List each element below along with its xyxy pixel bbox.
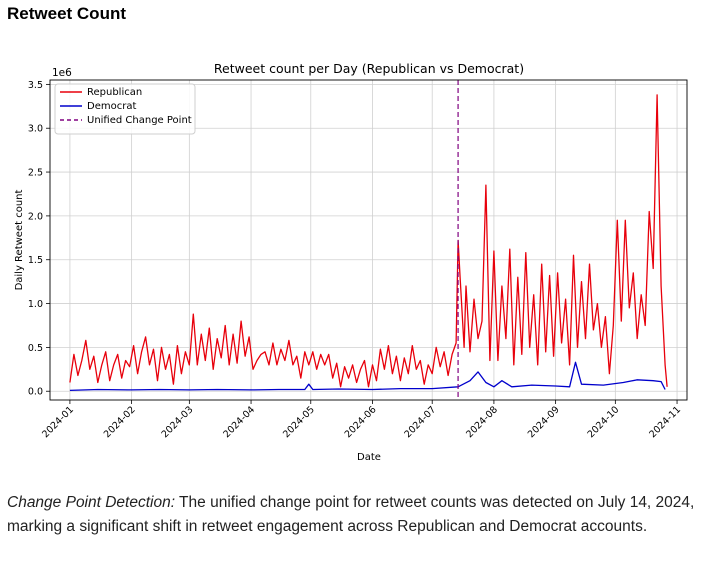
legend-label-change-point: Unified Change Point [87, 115, 192, 126]
x-tick-label: 2024-04 [221, 404, 257, 440]
x-tick-label: 2024-09 [526, 404, 562, 440]
y-multiplier-label: 1e6 [52, 67, 72, 79]
y-tick-label: 0.0 [28, 387, 43, 398]
x-tick-label: 2024-03 [160, 404, 196, 440]
y-tick-label: 3.5 [28, 80, 43, 91]
x-tick-label: 2024-01 [40, 404, 76, 440]
legend-box [54, 83, 196, 135]
retweet-line-chart: Retweet count per Day (Republican vs Dem… [14, 61, 688, 463]
legend-label-democrat: Democrat [87, 101, 136, 112]
plot-frame [49, 79, 688, 401]
x-tick-label: 2024-08 [464, 404, 500, 440]
legend-label-republican: Republican [87, 87, 142, 98]
series-layer [69, 80, 668, 400]
y-tick-label: 1.0 [28, 299, 43, 310]
y-axis-label: Daily Retweet count [14, 190, 25, 291]
x-tick-label: 2024-10 [586, 404, 622, 440]
y-tick-label: 1.5 [28, 255, 43, 266]
series-line-republican [69, 94, 668, 388]
caption-lead: Change Point Detection: [7, 494, 176, 511]
x-axis-label: Date [357, 452, 381, 463]
section-heading: Retweet Count [7, 4, 126, 23]
x-tick-label: 2024-07 [402, 404, 438, 440]
y-tick-label: 0.5 [28, 343, 43, 354]
y-tick-label: 2.0 [28, 211, 43, 222]
caption-text: The unified change point for retweet cou… [7, 494, 695, 535]
y-tick-label: 3.0 [28, 124, 43, 135]
x-tick-label: 2024-11 [647, 404, 683, 440]
x-tick-label: 2024-05 [281, 404, 317, 440]
caption: Change Point Detection: The unified chan… [7, 491, 707, 539]
legend: Republican Democrat Unified Change Point [54, 83, 196, 135]
chart-title: Retweet count per Day (Republican vs Dem… [214, 61, 524, 76]
x-tick-label: 2024-02 [102, 404, 138, 440]
series-line-democrat [69, 361, 666, 392]
y-tick-label: 2.5 [28, 168, 43, 179]
x-tick-label: 2024-06 [343, 404, 379, 440]
